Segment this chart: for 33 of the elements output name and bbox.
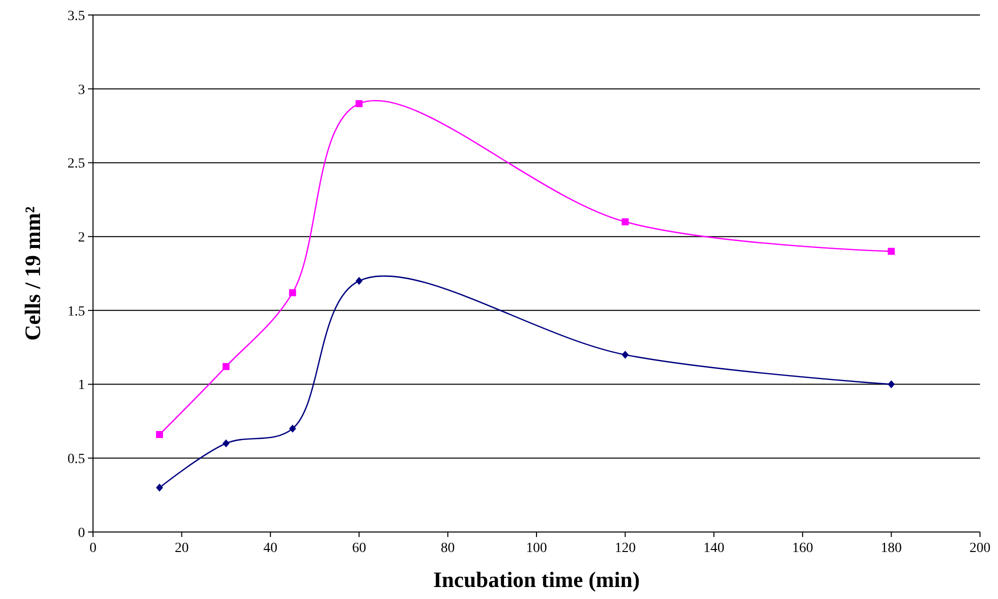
point <box>888 248 895 255</box>
x-tick-label: 20 <box>174 541 189 556</box>
x-tick-label: 120 <box>614 541 636 556</box>
y-axis-title: Cells / 19 mm² <box>20 206 45 341</box>
y-tick-label: 0.5 <box>68 452 85 468</box>
y-tick-label: 1 <box>78 378 85 394</box>
x-tick-label: 60 <box>352 541 366 556</box>
y-tick-label: 1.5 <box>68 304 85 320</box>
y-tick-label: 2.5 <box>68 156 85 172</box>
y-tick-label: 3 <box>78 82 85 98</box>
point <box>622 218 629 226</box>
point <box>356 276 363 285</box>
point <box>289 424 296 433</box>
x-tick-label: 200 <box>970 541 990 556</box>
point <box>222 439 230 448</box>
y-tick-label: 0 <box>78 526 85 541</box>
point <box>222 363 230 370</box>
y-tick-label: 2 <box>78 230 85 246</box>
x-axis-title: Incubation time (min) <box>433 567 640 592</box>
point <box>156 484 164 492</box>
x-tick-label: 160 <box>792 541 814 556</box>
x-tick-label: 140 <box>703 541 724 556</box>
x-tick-label: 0 <box>90 541 96 556</box>
point <box>622 350 629 359</box>
point <box>356 100 363 108</box>
point <box>888 380 895 388</box>
x-tick-label: 40 <box>263 541 278 556</box>
point <box>156 431 164 438</box>
point <box>289 289 296 296</box>
x-tick-label: 180 <box>880 541 902 556</box>
y-tick-label: 3.5 <box>68 8 85 24</box>
x-tick-label: 80 <box>440 541 455 556</box>
x-tick-label: 100 <box>526 541 547 556</box>
